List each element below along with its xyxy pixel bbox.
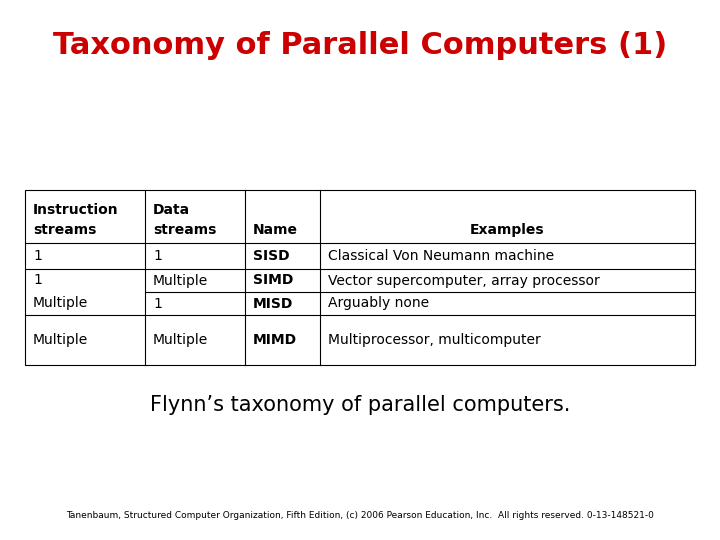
Text: Multiple: Multiple (33, 333, 89, 347)
Text: 1: 1 (153, 249, 162, 263)
Text: 1: 1 (33, 273, 42, 287)
Text: MIMD: MIMD (253, 333, 297, 347)
Text: Name: Name (253, 223, 298, 237)
Text: Multiprocessor, multicomputer: Multiprocessor, multicomputer (328, 333, 541, 347)
Text: Vector supercomputer, array processor: Vector supercomputer, array processor (328, 273, 600, 287)
Text: Instruction: Instruction (33, 203, 119, 217)
Text: Tanenbaum, Structured Computer Organization, Fifth Edition, (c) 2006 Pearson Edu: Tanenbaum, Structured Computer Organizat… (66, 510, 654, 519)
Text: streams: streams (153, 223, 217, 237)
Text: Data: Data (153, 203, 190, 217)
Text: Classical Von Neumann machine: Classical Von Neumann machine (328, 249, 554, 263)
Text: 1: 1 (33, 249, 42, 263)
Text: Multiple: Multiple (153, 273, 208, 287)
Text: Flynn’s taxonomy of parallel computers.: Flynn’s taxonomy of parallel computers. (150, 395, 570, 415)
Text: MISD: MISD (253, 296, 293, 310)
Text: SISD: SISD (253, 249, 289, 263)
Text: Taxonomy of Parallel Computers (1): Taxonomy of Parallel Computers (1) (53, 30, 667, 59)
Text: 1: 1 (153, 296, 162, 310)
Text: SIMD: SIMD (253, 273, 293, 287)
Text: Examples: Examples (470, 223, 545, 237)
Bar (25, 190, 695, 365)
Text: Arguably none: Arguably none (328, 296, 429, 310)
Text: Multiple: Multiple (153, 333, 208, 347)
Text: Multiple: Multiple (33, 296, 89, 310)
Text: streams: streams (33, 223, 96, 237)
